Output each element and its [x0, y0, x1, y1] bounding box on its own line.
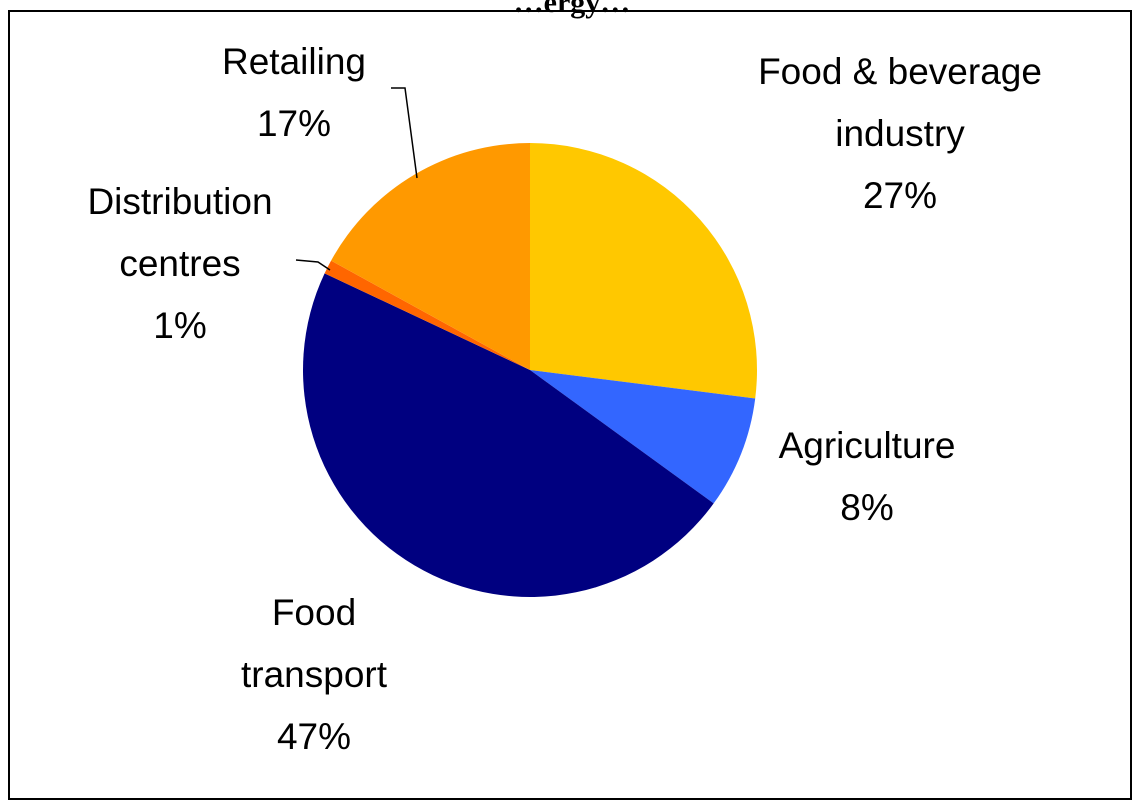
pie-slice-distribution-centres: [324, 260, 530, 370]
pie-slice-agriculture: [530, 370, 756, 504]
pie-slices: [303, 143, 757, 597]
slice-percent: 27%: [863, 175, 937, 216]
slice-percent: 1%: [153, 305, 206, 346]
slice-name-line: centres: [119, 243, 240, 284]
leader-line: [295, 259, 331, 271]
slice-name-line: Food: [272, 592, 356, 633]
leader-line: [391, 87, 418, 179]
slice-name-line: Distribution: [87, 181, 272, 222]
slice-percent: 47%: [277, 716, 351, 757]
slice-percent: 8%: [840, 487, 893, 528]
slice-label: Retailing 17%: [222, 41, 366, 144]
slice-label: Food & beverage industry 27%: [758, 51, 1042, 216]
slice-name-line: transport: [241, 654, 388, 695]
pie-slice-food-beverage-industry: [530, 143, 757, 399]
slice-label: Food transport 47%: [241, 592, 388, 757]
pie-slice-retailing: [331, 143, 530, 370]
chart-title-text: …ergy…: [513, 0, 631, 19]
leader-lines: [295, 87, 418, 271]
slice-name-line: Agriculture: [779, 425, 956, 466]
slice-label: Distribution centres 1%: [87, 181, 272, 346]
slice-percent: 17%: [257, 103, 331, 144]
slice-name-line: industry: [835, 113, 965, 154]
pie-slice-food-transport: [303, 273, 714, 597]
slice-name-line: Retailing: [222, 41, 366, 82]
chart-title: …ergy…: [0, 0, 1144, 18]
slice-labels: Food & beverage industry 27% Agriculture 8% F…: [87, 41, 1041, 757]
slice-label: Agriculture 8%: [779, 425, 956, 528]
slice-name-line: Food & beverage: [758, 51, 1042, 92]
